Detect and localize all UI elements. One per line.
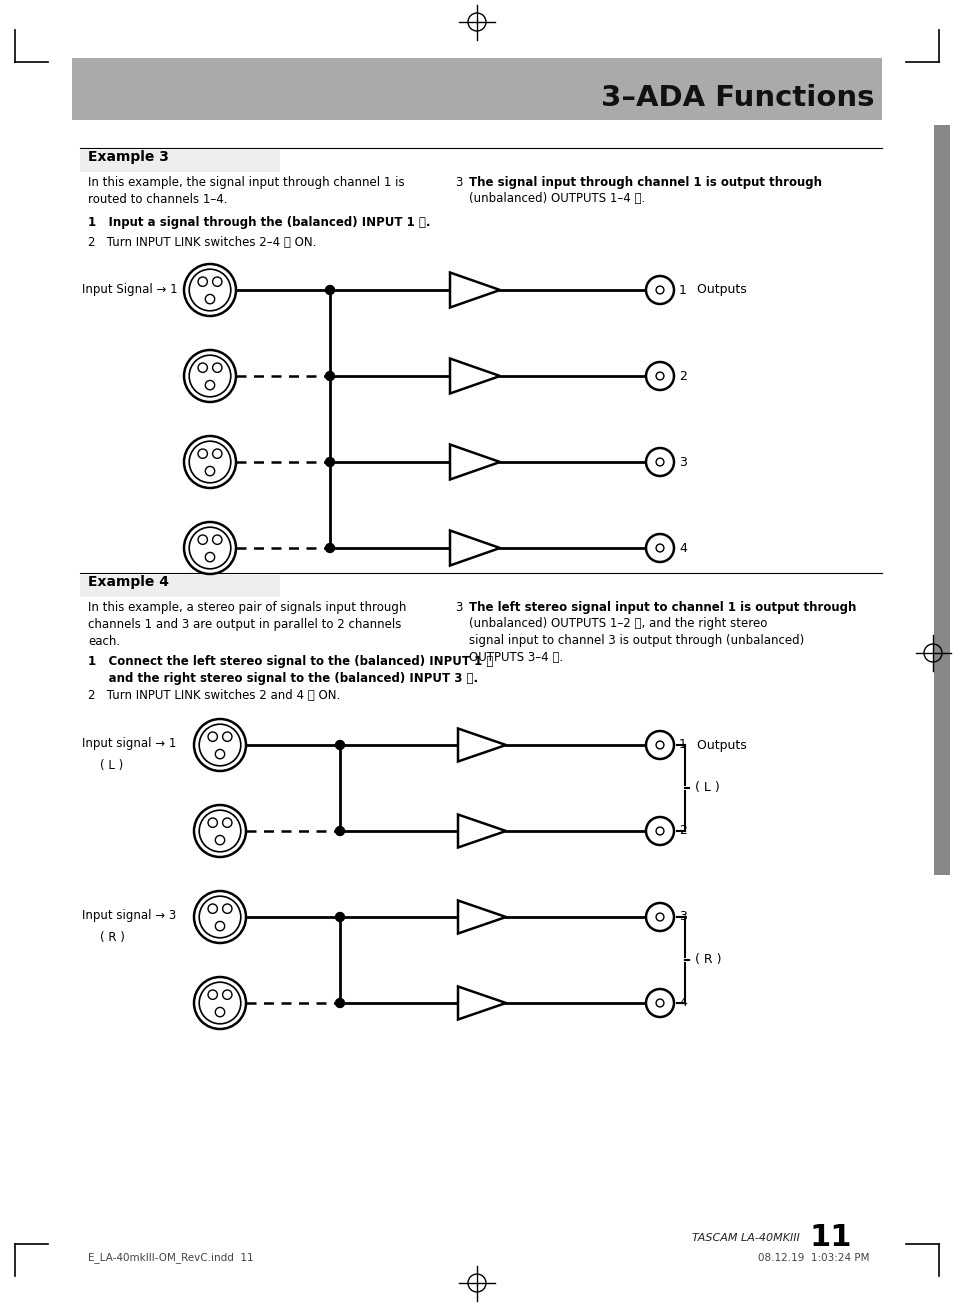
Text: 1: 1 bbox=[679, 283, 686, 296]
Circle shape bbox=[193, 891, 246, 943]
Text: 1: 1 bbox=[679, 738, 686, 751]
Text: ( L ): ( L ) bbox=[100, 759, 123, 772]
Circle shape bbox=[645, 362, 673, 390]
Text: 08.12.19  1:03:24 PM: 08.12.19 1:03:24 PM bbox=[758, 1252, 869, 1263]
Text: Input Signal → 1: Input Signal → 1 bbox=[82, 283, 177, 296]
Text: 3: 3 bbox=[455, 601, 462, 614]
Circle shape bbox=[645, 989, 673, 1017]
Text: In this example, the signal input through channel 1 is
routed to channels 1–4.: In this example, the signal input throug… bbox=[88, 176, 404, 206]
Text: Outputs: Outputs bbox=[688, 738, 746, 751]
Circle shape bbox=[645, 731, 673, 759]
Circle shape bbox=[335, 913, 344, 922]
Circle shape bbox=[222, 818, 232, 828]
Polygon shape bbox=[457, 729, 505, 761]
Circle shape bbox=[198, 449, 207, 458]
Circle shape bbox=[645, 902, 673, 931]
Circle shape bbox=[208, 990, 217, 999]
Circle shape bbox=[222, 990, 232, 999]
Circle shape bbox=[215, 836, 225, 845]
Circle shape bbox=[645, 276, 673, 304]
Text: 3: 3 bbox=[455, 176, 462, 189]
Circle shape bbox=[335, 999, 344, 1007]
Polygon shape bbox=[450, 273, 499, 307]
Circle shape bbox=[222, 904, 232, 913]
Circle shape bbox=[325, 457, 335, 466]
Circle shape bbox=[325, 543, 335, 552]
Text: The signal input through channel 1 is output through: The signal input through channel 1 is ou… bbox=[469, 176, 821, 189]
Text: Input signal → 1: Input signal → 1 bbox=[82, 737, 176, 750]
Circle shape bbox=[205, 380, 214, 389]
Circle shape bbox=[222, 731, 232, 742]
Text: 3: 3 bbox=[679, 456, 686, 469]
Circle shape bbox=[208, 731, 217, 742]
Bar bbox=[80, 150, 280, 172]
Circle shape bbox=[325, 286, 335, 294]
Bar bbox=[933, 125, 949, 875]
Circle shape bbox=[213, 535, 222, 545]
Polygon shape bbox=[457, 815, 505, 848]
Polygon shape bbox=[450, 444, 499, 479]
Text: 2   Turn INPUT LINK switches 2–4 ⓗ ON.: 2 Turn INPUT LINK switches 2–4 ⓗ ON. bbox=[88, 236, 316, 249]
Circle shape bbox=[205, 294, 214, 304]
Text: In this example, a stereo pair of signals input through
channels 1 and 3 are out: In this example, a stereo pair of signal… bbox=[88, 601, 406, 648]
Circle shape bbox=[193, 977, 246, 1029]
Text: ( R ): ( R ) bbox=[695, 953, 720, 966]
Circle shape bbox=[205, 466, 214, 475]
Circle shape bbox=[645, 448, 673, 475]
Text: Input signal → 3: Input signal → 3 bbox=[82, 909, 176, 922]
Circle shape bbox=[645, 534, 673, 562]
Text: 3: 3 bbox=[679, 910, 686, 923]
Circle shape bbox=[208, 818, 217, 828]
Text: 1   Input a signal through the (balanced) INPUT 1 ⓗ.: 1 Input a signal through the (balanced) … bbox=[88, 215, 430, 229]
Circle shape bbox=[215, 750, 225, 759]
Bar bbox=[80, 575, 280, 597]
Text: ( L ): ( L ) bbox=[695, 781, 719, 794]
Circle shape bbox=[645, 818, 673, 845]
Circle shape bbox=[335, 827, 344, 836]
Circle shape bbox=[198, 277, 207, 286]
Circle shape bbox=[193, 720, 246, 771]
Circle shape bbox=[325, 371, 335, 380]
Circle shape bbox=[184, 522, 235, 575]
Circle shape bbox=[213, 277, 222, 286]
Polygon shape bbox=[457, 986, 505, 1020]
Text: (unbalanced) OUTPUTS 1–2 ⓔ, and the right stereo
signal input to channel 3 is ou: (unbalanced) OUTPUTS 1–2 ⓔ, and the righ… bbox=[469, 616, 803, 663]
Circle shape bbox=[215, 922, 225, 931]
Text: 2   Turn INPUT LINK switches 2 and 4 ⓗ ON.: 2 Turn INPUT LINK switches 2 and 4 ⓗ ON. bbox=[88, 690, 340, 703]
Text: 4: 4 bbox=[679, 542, 686, 555]
Circle shape bbox=[184, 436, 235, 488]
Polygon shape bbox=[450, 359, 499, 393]
Text: The left stereo signal input to channel 1 is output through: The left stereo signal input to channel … bbox=[469, 601, 856, 614]
Text: 4: 4 bbox=[679, 996, 686, 1010]
Circle shape bbox=[205, 552, 214, 562]
Bar bbox=[71, 57, 882, 120]
Text: 11: 11 bbox=[809, 1224, 852, 1252]
Text: (unbalanced) OUTPUTS 1–4 ⓔ.: (unbalanced) OUTPUTS 1–4 ⓔ. bbox=[469, 192, 644, 205]
Text: 1   Connect the left stereo signal to the (balanced) INPUT 1 ⓗ
     and the righ: 1 Connect the left stereo signal to the … bbox=[88, 656, 493, 686]
Text: Example 3: Example 3 bbox=[88, 150, 169, 165]
Circle shape bbox=[184, 264, 235, 316]
Polygon shape bbox=[450, 530, 499, 565]
Circle shape bbox=[198, 363, 207, 372]
Circle shape bbox=[213, 449, 222, 458]
Text: TASCAM LA-40MKIII: TASCAM LA-40MKIII bbox=[692, 1233, 800, 1243]
Text: E_LA-40mkIII-OM_RevC.indd  11: E_LA-40mkIII-OM_RevC.indd 11 bbox=[88, 1252, 253, 1263]
Circle shape bbox=[184, 350, 235, 402]
Text: Example 4: Example 4 bbox=[88, 575, 169, 589]
Text: 3–ADA Functions: 3–ADA Functions bbox=[601, 84, 874, 112]
Circle shape bbox=[335, 741, 344, 750]
Circle shape bbox=[198, 535, 207, 545]
Circle shape bbox=[208, 904, 217, 913]
Circle shape bbox=[193, 804, 246, 857]
Circle shape bbox=[215, 1007, 225, 1017]
Text: Outputs: Outputs bbox=[688, 283, 746, 296]
Circle shape bbox=[213, 363, 222, 372]
Text: 2: 2 bbox=[679, 370, 686, 383]
Text: ( R ): ( R ) bbox=[100, 930, 125, 943]
Polygon shape bbox=[457, 901, 505, 934]
Text: 2: 2 bbox=[679, 824, 686, 837]
